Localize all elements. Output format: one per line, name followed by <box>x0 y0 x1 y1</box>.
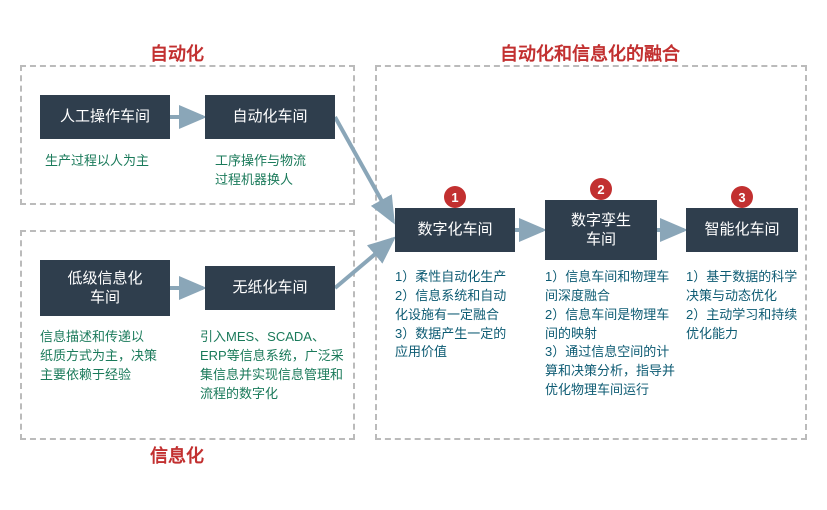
badge-2: 2 <box>590 178 612 200</box>
desc-twin: 1）信息车间和物理车 间深度融合 2）信息车间是物理车 间的映射 3）通过信息空… <box>545 268 675 400</box>
desc-smart: 1）基于数据的科学 决策与动态优化 2）主动学习和持续 优化能力 <box>686 268 797 343</box>
desc-paperless: 引入MES、SCADA、 ERP等信息系统，广泛采 集信息并实现信息管理和 流程… <box>200 328 344 403</box>
node-smart-workshop: 智能化车间 <box>686 208 798 252</box>
title-information: 信息化 <box>150 442 204 468</box>
desc-digital: 1）柔性自动化生产 2）信息系统和自动 化设施有一定融合 3）数据产生一定的 应… <box>395 268 506 362</box>
title-automation: 自动化 <box>150 40 204 66</box>
desc-manual: 生产过程以人为主 <box>45 152 149 171</box>
node-manual-workshop: 人工操作车间 <box>40 95 170 139</box>
desc-auto: 工序操作与物流 过程机器换人 <box>215 152 306 190</box>
node-automated-workshop: 自动化车间 <box>205 95 335 139</box>
node-digital-workshop: 数字化车间 <box>395 208 515 252</box>
badge-1: 1 <box>444 186 466 208</box>
desc-lowinfo: 信息描述和传递以 纸质方式为主，决策 主要依赖于经验 <box>40 328 157 385</box>
node-digital-twin-workshop: 数字孪生 车间 <box>545 200 657 260</box>
node-paperless-workshop: 无纸化车间 <box>205 266 335 310</box>
title-fusion: 自动化和信息化的融合 <box>500 40 680 66</box>
node-lowinfo-workshop: 低级信息化 车间 <box>40 260 170 316</box>
badge-3: 3 <box>731 186 753 208</box>
